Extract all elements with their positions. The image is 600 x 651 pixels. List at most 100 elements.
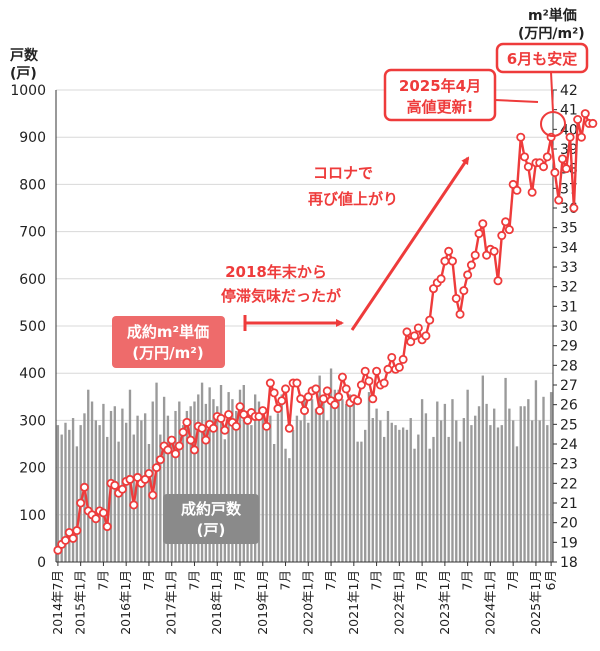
bar-18 bbox=[125, 422, 128, 562]
bar-80 bbox=[360, 441, 363, 562]
right-tick-18: 18 bbox=[560, 555, 578, 571]
price-point-24 bbox=[144, 468, 154, 478]
price-point-108 bbox=[463, 270, 473, 280]
record-callout-box bbox=[383, 68, 497, 122]
bar-0 bbox=[56, 425, 60, 562]
bar-22 bbox=[140, 420, 143, 562]
price-point-55 bbox=[262, 421, 272, 431]
price-point-110 bbox=[470, 250, 480, 260]
bar-46 bbox=[231, 399, 234, 562]
price-point-87 bbox=[383, 364, 393, 374]
bar-127 bbox=[538, 420, 541, 562]
bar-94 bbox=[413, 448, 416, 562]
right-tick-41: 41 bbox=[560, 103, 578, 119]
bar-54 bbox=[261, 413, 264, 562]
price-point-56 bbox=[265, 378, 275, 388]
right-tick-29: 29 bbox=[560, 339, 578, 355]
bar-98 bbox=[428, 448, 431, 562]
bar-118 bbox=[504, 377, 507, 562]
bar-122 bbox=[519, 406, 522, 562]
bar-107 bbox=[462, 418, 466, 562]
price-point-109 bbox=[466, 260, 476, 270]
x-tick-3: 2016年1月 bbox=[118, 570, 133, 635]
bar-43 bbox=[219, 385, 223, 562]
bar-121 bbox=[515, 446, 519, 562]
price-point-82 bbox=[364, 376, 374, 386]
price-point-30 bbox=[167, 435, 177, 445]
bar-61 bbox=[288, 458, 291, 562]
bar-90 bbox=[398, 429, 401, 562]
price-point-112 bbox=[478, 219, 488, 229]
x-tick-11: 2020年1月 bbox=[300, 570, 315, 635]
price-point-29 bbox=[163, 445, 173, 455]
price-point-38 bbox=[197, 423, 207, 433]
bar-32 bbox=[178, 401, 181, 562]
bar-71 bbox=[326, 420, 329, 562]
x-tick-16: 7月 bbox=[414, 570, 429, 590]
right-axis-ticks: 1819202122232425262728293031323334353637… bbox=[553, 83, 578, 571]
x-tick-13: 2021年1月 bbox=[346, 570, 361, 635]
price-point-86 bbox=[379, 378, 389, 388]
left-tick-0: 0 bbox=[37, 555, 46, 571]
bar-47 bbox=[235, 410, 238, 562]
bar-92 bbox=[405, 429, 409, 562]
price-point-103 bbox=[444, 246, 454, 256]
price-point-119 bbox=[504, 225, 514, 235]
x-tick-12: 7月 bbox=[323, 570, 338, 590]
right-tick-23: 23 bbox=[560, 457, 578, 473]
x-tick-19: 2024年1月 bbox=[482, 570, 497, 635]
x-tick-22: 6月 bbox=[543, 570, 558, 590]
bar-115 bbox=[493, 408, 496, 562]
price-point-35 bbox=[186, 435, 196, 445]
price-point-2 bbox=[60, 535, 70, 545]
bar-48 bbox=[238, 389, 242, 562]
left-tick-700: 700 bbox=[19, 225, 46, 241]
bar-72 bbox=[329, 368, 333, 562]
bar-legend-box bbox=[163, 494, 259, 544]
price-point-139 bbox=[580, 109, 590, 119]
bar-82 bbox=[367, 392, 371, 562]
x-tick-8: 7月 bbox=[232, 570, 247, 590]
bar-125 bbox=[530, 420, 534, 562]
price-point-118 bbox=[501, 217, 511, 227]
bar-50 bbox=[246, 410, 249, 562]
right-tick-34: 34 bbox=[560, 240, 578, 256]
price-point-101 bbox=[436, 274, 446, 284]
bar-75 bbox=[341, 399, 344, 562]
right-tick-31: 31 bbox=[560, 299, 578, 315]
line-series-points bbox=[53, 109, 598, 555]
left-axis-title-1: 戸数 bbox=[10, 47, 39, 64]
x-tick-9: 2019年1月 bbox=[255, 570, 270, 635]
price-point-97 bbox=[421, 331, 431, 341]
bar-60 bbox=[284, 448, 287, 562]
bar-69 bbox=[318, 375, 321, 562]
bar-53 bbox=[257, 401, 261, 562]
bar-35 bbox=[189, 406, 192, 562]
bar-104 bbox=[451, 399, 454, 562]
bar-129 bbox=[546, 425, 549, 562]
bar-1 bbox=[60, 434, 63, 562]
x-tick-20: 7月 bbox=[505, 570, 520, 590]
bar-58 bbox=[276, 413, 280, 562]
bar-76 bbox=[345, 403, 348, 562]
price-point-117 bbox=[497, 231, 507, 241]
bar-11 bbox=[98, 425, 101, 562]
price-point-123 bbox=[520, 152, 530, 162]
bar-24 bbox=[147, 444, 151, 562]
line-legend-label-2: (万円/m²) bbox=[132, 344, 203, 362]
bar-128 bbox=[542, 396, 545, 562]
right-tick-30: 30 bbox=[560, 319, 578, 335]
right-tick-26: 26 bbox=[560, 398, 578, 414]
price-point-88 bbox=[387, 352, 397, 362]
price-point-76 bbox=[341, 384, 351, 394]
price-point-107 bbox=[459, 286, 469, 296]
bar-103 bbox=[447, 436, 450, 562]
bar-100 bbox=[436, 401, 439, 562]
bar-77 bbox=[348, 394, 352, 562]
price-point-124 bbox=[523, 162, 533, 172]
bar-3 bbox=[68, 429, 71, 562]
bar-110 bbox=[474, 415, 477, 562]
x-tick-6: 7月 bbox=[186, 570, 201, 590]
right-tick-33: 33 bbox=[560, 260, 578, 276]
